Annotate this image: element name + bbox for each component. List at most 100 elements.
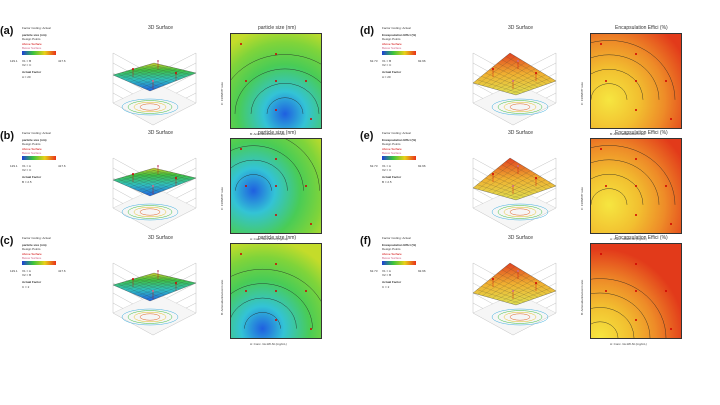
legend-design-points: Design Points <box>22 247 41 252</box>
range-low: 62.73 <box>370 269 378 273</box>
legend: Factor Coding: Actual particle size (nm) D… <box>10 26 92 79</box>
surface-title: 3D Surface <box>148 130 174 136</box>
surface-title: 3D Surface <box>148 25 174 31</box>
panel-label: (f) <box>360 235 371 247</box>
contour-plot <box>187 131 322 234</box>
design-points <box>492 165 537 194</box>
legend-x2: X2 = C <box>382 63 392 68</box>
color-scale-bar <box>22 261 56 266</box>
legend-below: Below Surface <box>382 150 402 155</box>
legend-response: particle size (nm) <box>22 33 47 38</box>
contour-plot <box>218 33 352 129</box>
legend: Factor Coding: Actual particle size (nm) D… <box>10 131 92 184</box>
legend-actual-factor: Actual Factor <box>22 175 42 180</box>
legend-actual-value: C = 2 <box>382 284 390 289</box>
legend-actual-factor: Actual Factor <box>22 280 42 285</box>
contour-plot <box>542 33 682 129</box>
contour-ylabel: B: Antioxidant/solvent ratio <box>220 279 224 315</box>
surface-title: 3D Surface <box>508 130 534 136</box>
contour-xlabel: B: Antioxidant/solvent ratio <box>610 132 646 136</box>
design-points <box>132 165 177 194</box>
range-low: 129.1 <box>10 269 18 273</box>
range-high: 417.6 <box>58 164 66 168</box>
contour-plot <box>542 138 682 234</box>
range-low: 129.1 <box>10 164 18 168</box>
response-surface <box>112 272 197 302</box>
panel-label: (a) <box>0 25 14 37</box>
design-points <box>132 270 177 299</box>
range-low: 62.73 <box>370 59 378 63</box>
legend-below: Below Surface <box>382 255 402 260</box>
color-scale-bar <box>382 261 416 266</box>
legend-above: Above Surface <box>22 41 42 46</box>
legend-design-points: Design Points <box>22 37 41 42</box>
legend-x1: X1 = B <box>22 59 32 64</box>
panel-d: (d) Factor Coding: Actual Encapsulation Ef… <box>360 25 720 145</box>
surface-plot <box>472 157 557 231</box>
response-surface <box>472 52 557 96</box>
design-points <box>132 60 177 89</box>
legend-above: Above Surface <box>382 251 402 256</box>
legend-actual-factor: Actual Factor <box>382 70 402 75</box>
legend: Factor Coding: Actual Encapsulation Effic… <box>370 26 452 79</box>
legend-above: Above Surface <box>22 146 42 151</box>
contour-ylabel: C: F188/P/P ratio <box>220 82 224 105</box>
legend-actual-value: C = 2 <box>22 284 30 289</box>
legend-coding: Factor Coding: Actual <box>382 26 411 30</box>
legend: Factor Coding: Actual Encapsulation Effic… <box>370 131 452 184</box>
panel-c: (c) Factor Coding: Actual particle size (n… <box>0 235 360 355</box>
color-scale-bar <box>22 156 56 161</box>
legend-actual-value: B = 2.5 <box>22 179 32 184</box>
panel-label: (e) <box>360 130 374 142</box>
contour-design-points <box>240 253 312 330</box>
panel-label: (c) <box>0 235 14 247</box>
legend-response: particle size (nm) <box>22 138 47 143</box>
range-low: 129.1 <box>10 59 18 63</box>
color-scale-bar <box>22 51 56 56</box>
contour-design-points <box>240 148 312 225</box>
contour-xlabel: A: Conc. GL1:W-Nt (mg/mL) <box>250 237 288 241</box>
floor-contours <box>472 187 557 231</box>
contour-design-points <box>600 253 672 330</box>
legend-above: Above Surface <box>22 251 42 256</box>
legend-coding: Factor Coding: Actual <box>382 236 411 240</box>
legend-response: Encapsulation Effici (%) <box>382 243 417 248</box>
legend-design-points: Design Points <box>22 142 41 147</box>
contour-ylabel: B: Antioxidant/solvent ratio <box>580 279 584 315</box>
legend-below: Below Surface <box>22 255 42 260</box>
legend-x1: X1 = A <box>382 269 391 274</box>
response-surface <box>112 167 197 197</box>
contour-title: particle size (nm) <box>258 25 297 31</box>
legend-coding: Factor Coding: Actual <box>382 131 411 135</box>
range-high: 417.6 <box>58 59 66 63</box>
legend-actual-factor: Actual Factor <box>382 175 402 180</box>
contour-design-points <box>600 43 672 120</box>
contour-xlabel: A: Conc. GL1W-Nt (mg/mL) <box>250 342 287 346</box>
color-scale-bar <box>382 51 416 56</box>
legend-below: Below Surface <box>382 45 402 50</box>
panel-label: (b) <box>0 130 15 142</box>
contour-xlabel: A: Conc. GL1W-Nt (mg/mL) <box>610 237 647 241</box>
surface-title: 3D Surface <box>508 25 534 31</box>
legend-actual-value: A = 20 <box>22 74 31 79</box>
range-low: 62.73 <box>370 164 378 168</box>
response-surface <box>472 157 557 201</box>
legend-response: Encapsulation Effici (%) <box>382 33 417 38</box>
legend-x2: X2 = B <box>382 273 392 278</box>
legend-x1: X1 = A <box>22 269 31 274</box>
range-high: 92.96 <box>418 164 426 168</box>
floor-contours <box>112 82 197 126</box>
contour-plot <box>533 243 682 339</box>
legend-x2: X2 = B <box>22 273 32 278</box>
response-surface <box>112 62 197 92</box>
design-points <box>492 60 537 89</box>
panel-label: (d) <box>360 25 375 37</box>
legend-response: Encapsulation Effici (%) <box>382 138 417 143</box>
legend-actual-factor: Actual Factor <box>382 280 402 285</box>
legend-x1: X1 = B <box>382 59 392 64</box>
surface-plot <box>112 52 197 126</box>
contour-ylabel: C: F188/P/P ratio <box>580 82 584 105</box>
floor-contours <box>112 292 197 336</box>
response-surface <box>472 262 557 306</box>
contour-design-points <box>600 148 672 225</box>
